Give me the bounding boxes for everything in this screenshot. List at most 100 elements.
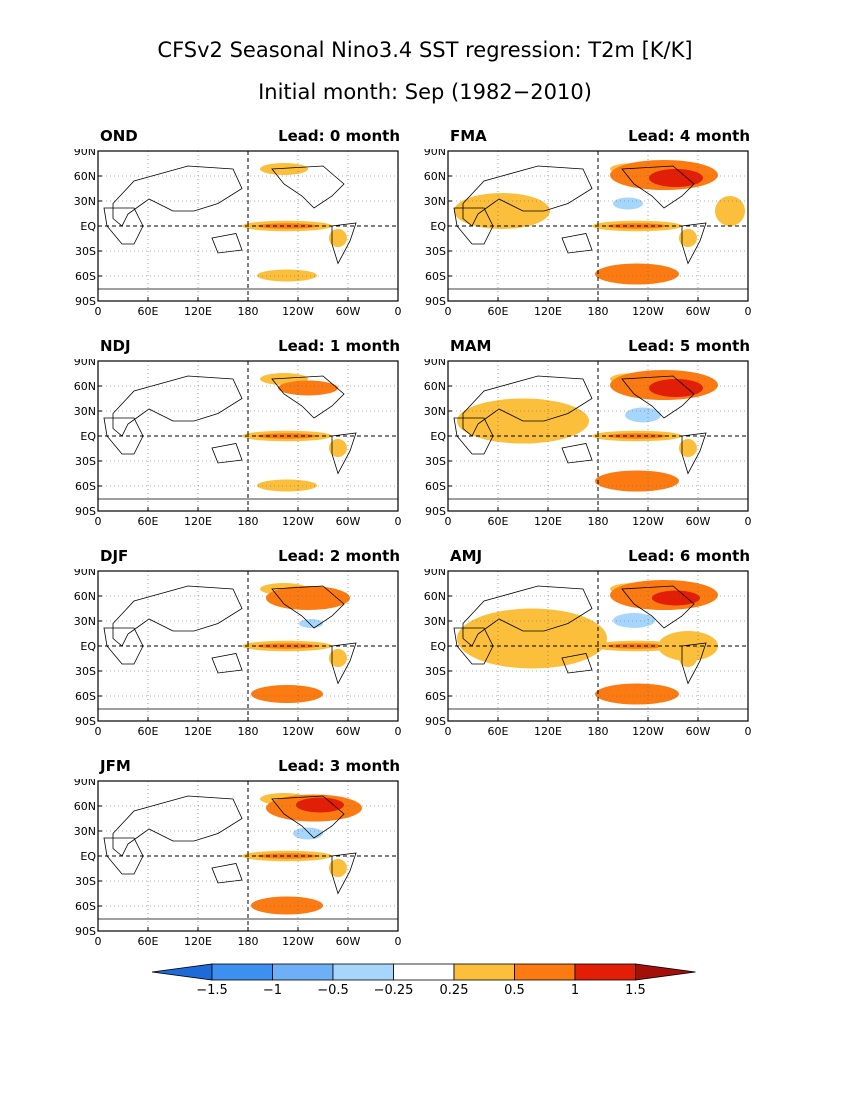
colorbar-swatch <box>453 963 515 981</box>
lon-tick-label: 60W <box>686 305 711 318</box>
map-area: 90N 60N 30N EQ 30S 60S 90S 0 60E 120E 180 120W 60W 0 <box>398 569 758 747</box>
coastline <box>271 165 345 209</box>
map-area: 90N 60N 30N EQ 30S 60S 90S 0 60E 120E 180 120W 60W 0 <box>398 359 758 537</box>
lat-tick-label: 30N <box>424 405 446 418</box>
anomaly-patch <box>299 619 323 628</box>
lat-tick-label: 60S <box>75 690 96 703</box>
lon-tick-label: 60E <box>138 305 159 318</box>
lat-tick-label: 30N <box>74 405 96 418</box>
lat-tick-label: EQ <box>430 220 446 233</box>
map-area: 90N 60N 30N EQ 30S 60S 90S 0 60E 120E 180 120W 60W 0 <box>48 569 408 747</box>
lon-tick-label: 60E <box>138 935 159 948</box>
lat-tick-label: 30N <box>74 615 96 628</box>
lon-tick-label: 120E <box>534 725 562 738</box>
coastline <box>331 852 357 895</box>
lat-tick-label: 30N <box>74 825 96 838</box>
anomaly-patch <box>296 797 344 813</box>
lat-tick-label: 30S <box>425 245 446 258</box>
coastline <box>331 222 357 265</box>
colorbar-arrow-high <box>635 963 696 981</box>
lon-tick-label: 60E <box>488 305 509 318</box>
coastline <box>448 498 748 511</box>
lat-tick-label: 90S <box>425 505 446 518</box>
colorbar-swatch <box>272 963 334 981</box>
lon-tick-label: 0 <box>95 935 102 948</box>
anomaly-patch <box>293 827 323 840</box>
anomaly-patch <box>329 649 347 667</box>
lon-tick-label: 180 <box>238 305 259 318</box>
panel-lead-label: Lead: 6 month <box>628 547 750 565</box>
lat-tick-label: 90S <box>75 295 96 308</box>
colorbar-label: −1 <box>263 983 282 998</box>
anomaly-patch <box>613 197 643 210</box>
lon-tick-label: 0 <box>445 515 452 528</box>
shading-layer <box>448 370 748 511</box>
anomaly-patch <box>457 608 607 669</box>
colorbar-label: 0.5 <box>504 983 525 998</box>
shading-layer <box>98 583 398 721</box>
coastline <box>621 585 695 629</box>
coastline <box>271 795 345 839</box>
lon-tick-label: 0 <box>395 935 402 948</box>
lon-tick-label: 180 <box>238 515 259 528</box>
anomaly-patch <box>595 263 679 285</box>
panel-season-label: AMJ <box>450 547 483 565</box>
colorbar-swatch <box>393 963 455 981</box>
map-panel-ond: OND Lead: 0 month 90N 60N 30N EQ 30S 60S 90S 0 60E… <box>48 127 408 327</box>
coastline <box>103 417 144 455</box>
anomaly-patch <box>649 379 703 397</box>
coastline <box>331 642 357 685</box>
anomaly-patch <box>329 859 347 877</box>
colorbar-swatch <box>574 963 636 981</box>
anomaly-patch <box>278 380 338 396</box>
lon-tick-label: 120W <box>282 305 314 318</box>
lon-tick-label: 120E <box>184 725 212 738</box>
coastline <box>621 375 695 419</box>
figure-title: CFSv2 Seasonal Nino3.4 SST regression: T… <box>157 38 693 62</box>
lat-tick-label: 90N <box>74 149 96 158</box>
coastline <box>98 288 398 301</box>
map-panel-mam: MAM Lead: 5 month 90N 60N 30N EQ 30S 60S 90S 0 60E… <box>398 337 758 537</box>
lon-tick-label: 0 <box>745 305 752 318</box>
lon-tick-label: 60W <box>336 305 361 318</box>
figure-subtitle: Initial month: Sep (1982−2010) <box>258 80 592 104</box>
anomaly-patch <box>613 613 655 628</box>
coastline <box>621 165 695 209</box>
anomaly-patch <box>257 479 317 492</box>
lat-tick-label: EQ <box>80 430 96 443</box>
colorbar: −1.5 −1 −0.5 −0.25 0.25 0.5 1 1.5 <box>150 960 700 1000</box>
lon-tick-label: 0 <box>445 725 452 738</box>
anomaly-patch <box>257 269 317 282</box>
anomaly-patch <box>251 685 323 703</box>
anomaly-patch <box>595 683 679 705</box>
coastline <box>211 233 243 254</box>
lat-tick-label: 90N <box>424 569 446 578</box>
lon-tick-label: 120E <box>184 305 212 318</box>
colorbar-label: 0.25 <box>440 983 469 998</box>
lon-tick-label: 180 <box>588 305 609 318</box>
colorbar-swatch <box>332 963 394 981</box>
colorbar-label: −0.5 <box>317 983 349 998</box>
lat-tick-label: 60N <box>74 800 96 813</box>
coastline <box>681 222 707 265</box>
anomaly-patch <box>649 169 703 187</box>
shading-layer <box>448 580 748 721</box>
coastline <box>112 375 243 437</box>
colorbar-label: −0.25 <box>374 983 414 998</box>
lat-tick-label: 90N <box>74 779 96 788</box>
lon-tick-label: 0 <box>445 305 452 318</box>
map-area: 90N 60N 30N EQ 30S 60S 90S 0 60E 120E 180 120W 60W 0 <box>48 149 408 327</box>
lon-tick-label: 120W <box>282 515 314 528</box>
shading-layer <box>98 793 398 931</box>
lon-tick-label: 60W <box>686 515 711 528</box>
lon-tick-label: 120E <box>534 515 562 528</box>
map-area: 90N 60N 30N EQ 30S 60S 90S 0 60E 120E 180 120W 60W 0 <box>48 359 408 537</box>
lat-tick-label: 90N <box>74 359 96 368</box>
anomaly-patch <box>329 439 347 457</box>
panel-season-label: FMA <box>450 127 487 145</box>
lat-tick-label: 30N <box>74 195 96 208</box>
lon-tick-label: 0 <box>95 725 102 738</box>
lon-tick-label: 120W <box>632 515 664 528</box>
